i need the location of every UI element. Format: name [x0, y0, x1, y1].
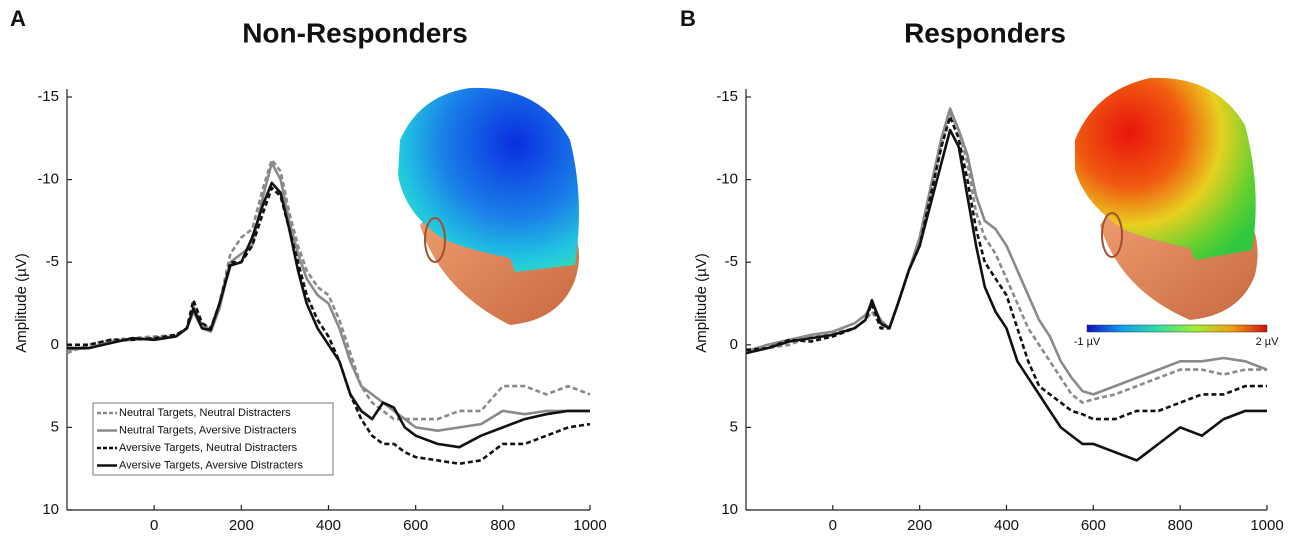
series-line [66, 158, 591, 421]
chart-title: Responders [904, 17, 1066, 48]
y-tick-label: -10 [716, 171, 738, 188]
legend-label: Neutral Targets, Neutral Distracters [119, 407, 291, 419]
legend-label: Aversive Targets, Aversive Distracters [119, 459, 304, 471]
colorbar-min-label: -1 µV [1074, 336, 1101, 348]
y-tick-label: -15 [716, 88, 738, 105]
y-tick-label: 5 [51, 418, 59, 435]
series-line [745, 128, 1267, 462]
legend-label: Neutral Targets, Aversive Distracters [119, 424, 297, 436]
legend-label: Aversive Targets, Neutral Distracters [119, 442, 298, 454]
colorbar-max-label: 2 µV [1256, 336, 1280, 348]
x-tick-label: 600 [403, 517, 428, 534]
x-tick-label: 200 [229, 517, 254, 534]
colorbar [1086, 324, 1268, 333]
x-tick-label: 1000 [1250, 517, 1283, 534]
y-tick-label: 10 [721, 501, 738, 518]
panel-label: B [680, 6, 696, 31]
y-tick-label: 5 [730, 418, 738, 435]
x-tick-label: 0 [829, 517, 837, 534]
x-tick-label: 1000 [573, 517, 606, 534]
x-tick-label: 600 [1081, 517, 1106, 534]
y-tick-label: -10 [37, 171, 59, 188]
y-tick-label: 0 [51, 336, 59, 353]
y-axis-label: Amplitude (µV) [13, 253, 30, 353]
series-line [67, 186, 591, 465]
head-map-b [1075, 77, 1268, 333]
y-axis-label: Amplitude (µV) [693, 253, 710, 353]
x-tick-label: 800 [1168, 517, 1193, 534]
x-tick-label: 400 [994, 517, 1019, 534]
series-line [745, 112, 1267, 404]
legend-box [92, 402, 334, 476]
x-tick-label: 400 [316, 517, 341, 534]
y-tick-label: -5 [46, 253, 59, 270]
y-tick-label: -5 [725, 253, 738, 270]
y-tick-label: -15 [37, 88, 59, 105]
head-map-a [398, 87, 579, 325]
series-line [67, 181, 590, 449]
x-tick-label: 200 [907, 517, 932, 534]
chart-title: Non-Responders [242, 17, 468, 48]
panel-label: A [10, 6, 26, 31]
x-tick-label: 0 [150, 517, 158, 534]
x-tick-label: 800 [490, 517, 515, 534]
y-tick-label: 0 [730, 336, 738, 353]
y-tick-label: 10 [42, 501, 59, 518]
